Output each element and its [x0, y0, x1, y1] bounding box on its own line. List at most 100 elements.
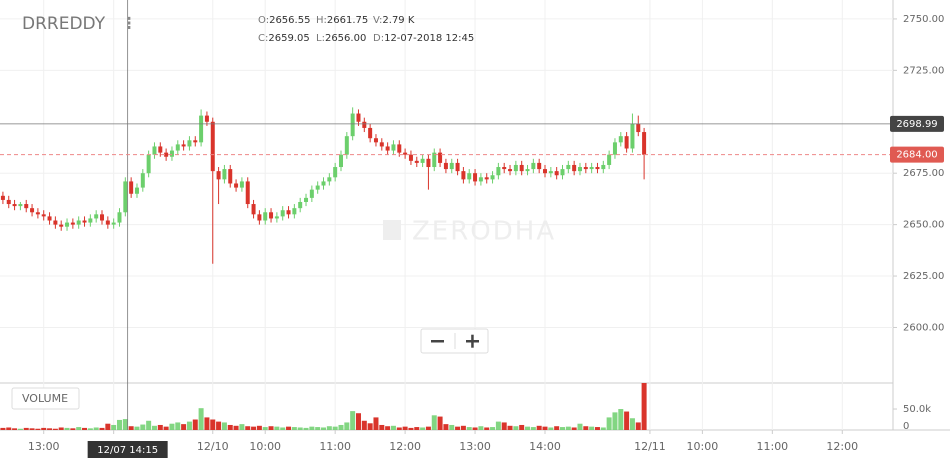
volume-label-box: [11, 387, 80, 410]
candle-body: [566, 164, 571, 170]
candle-body: [385, 146, 390, 151]
candle-body: [438, 152, 443, 163]
candle-body: [630, 123, 635, 149]
volume-tick-label: 0: [903, 421, 909, 432]
candle-body: [432, 152, 437, 168]
volume-bar: [6, 427, 12, 430]
candle-body: [473, 173, 478, 182]
candle-body: [519, 164, 524, 172]
menu-dots[interactable]: ⋮: [121, 14, 137, 33]
ohlc-value: 2656.00: [325, 33, 366, 44]
volume-bar: [332, 426, 338, 430]
candle-body: [82, 220, 87, 223]
candle-body: [368, 127, 373, 139]
zoom-out[interactable]: [431, 340, 444, 343]
volume-bar: [641, 383, 647, 430]
candle-body: [169, 150, 174, 157]
volume-bar: [64, 427, 70, 430]
volume-bar: [210, 419, 216, 430]
y-tick-label: 2675.00: [903, 168, 944, 179]
volume-bar: [297, 427, 303, 430]
volume-bar: [326, 426, 332, 430]
volume-bar: [355, 413, 361, 430]
candle-body: [414, 160, 419, 163]
ohlc-value: 2656.55: [269, 15, 310, 26]
volume-bar: [612, 412, 618, 430]
candle-body: [496, 167, 501, 176]
volume-bar: [396, 427, 402, 430]
candle-body: [18, 204, 23, 207]
candle-body: [478, 177, 483, 182]
candle-body: [152, 146, 157, 155]
candle-body: [338, 154, 343, 168]
candle-body: [304, 197, 309, 202]
candle-body: [525, 169, 530, 172]
volume-bar: [111, 424, 117, 430]
volume-bar: [274, 426, 280, 430]
volume-bar: [157, 424, 163, 430]
volume-bar: [204, 417, 210, 430]
volume-bar: [513, 426, 519, 430]
candle-body: [76, 220, 81, 225]
volume-bar: [594, 427, 600, 430]
candle-body: [373, 138, 378, 143]
volume-bar: [414, 427, 420, 430]
volume-bar: [35, 428, 41, 430]
candle-body: [100, 214, 105, 221]
x-tick-label: 12/11: [634, 440, 666, 453]
candle-body: [443, 162, 448, 170]
x-tick-label: 11:00: [756, 440, 788, 453]
volume-bar: [93, 427, 99, 430]
volume-bar: [303, 427, 309, 430]
volume-bar: [583, 426, 589, 430]
candle-body: [344, 136, 349, 155]
volume-bar: [367, 423, 373, 430]
candle-body: [484, 177, 489, 180]
volume-bar: [105, 423, 111, 430]
ohlc-value: 12-07-2018 12:45: [384, 33, 474, 44]
candle-body: [455, 162, 460, 172]
crosshair-y-label: 2698.99: [896, 119, 937, 130]
zoom-in[interactable]: [471, 334, 474, 348]
volume-bar: [606, 417, 612, 430]
volume-bar: [116, 419, 122, 430]
candle-body: [210, 121, 215, 172]
volume-bar: [472, 427, 478, 430]
volume-bar: [245, 426, 251, 430]
volume-bar: [291, 427, 297, 430]
volume-bar: [390, 425, 396, 430]
candle-body: [315, 185, 320, 190]
volume-bar: [350, 411, 356, 430]
candle-body: [403, 152, 408, 155]
volume-bar: [548, 427, 554, 430]
candle-body: [298, 201, 303, 209]
volume-bar: [455, 426, 461, 430]
candle-body: [199, 115, 204, 143]
candle-body: [502, 167, 507, 170]
volume-bar: [87, 428, 93, 430]
volume-bar: [542, 426, 548, 430]
volume-bar: [373, 417, 379, 430]
candle-body: [47, 216, 52, 221]
volume-bar: [99, 427, 105, 430]
candle-body: [333, 167, 338, 178]
volume-bar: [186, 421, 192, 430]
volume-bar: [52, 428, 58, 430]
candle-body: [280, 210, 285, 217]
candle-body: [461, 171, 466, 180]
candle-body: [251, 204, 256, 215]
volume-bar: [501, 422, 507, 430]
volume-bar: [460, 425, 466, 430]
volume-bar: [565, 426, 571, 430]
candle-body: [467, 173, 472, 180]
volume-bar: [315, 427, 321, 430]
candle-body: [531, 162, 536, 170]
volume-bar: [0, 427, 6, 430]
candle-body: [548, 171, 553, 174]
candle-body: [607, 154, 612, 165]
last-price-label: 2684.00: [896, 150, 937, 161]
volume-bar: [624, 411, 630, 430]
volume-tick-label: 50.0k: [903, 404, 931, 415]
watermark-icon: [383, 220, 401, 240]
